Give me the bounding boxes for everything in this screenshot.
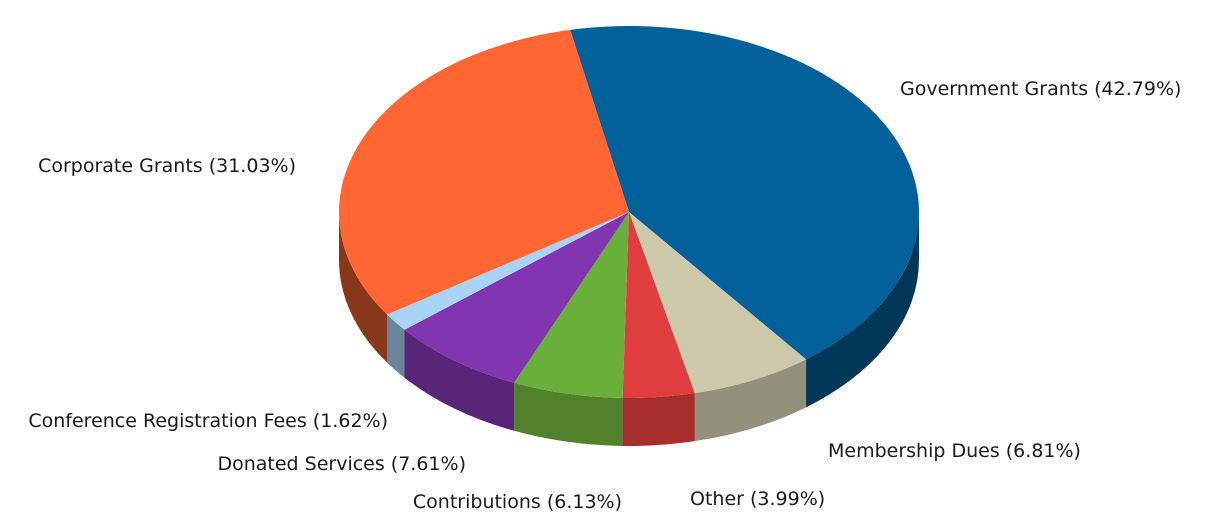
pie-side-membership-dues xyxy=(694,359,807,442)
pie-depth-layer xyxy=(339,212,919,446)
label-conference-registration-fees: Conference Registration Fees (1.62%) xyxy=(28,410,388,432)
pie-side-other xyxy=(622,393,695,446)
pie-side-conference-registration-fees xyxy=(386,314,405,378)
pie-side-contributions xyxy=(514,382,623,446)
pie-slice-donated-services xyxy=(404,212,629,383)
label-corporate-grants: Corporate Grants (31.03%) xyxy=(38,155,296,177)
pie-slice-conference-registration-fees xyxy=(386,212,629,330)
pie-slice-contributions xyxy=(514,212,629,398)
pie-side-corporate-grants xyxy=(339,212,387,363)
label-donated-services: Donated Services (7.61%) xyxy=(217,453,466,475)
label-membership-dues: Membership Dues (6.81%) xyxy=(828,440,1081,462)
pie-slice-government-grants xyxy=(570,26,919,360)
pie-slice-corporate-grants xyxy=(339,29,629,315)
pie-slice-other xyxy=(622,212,695,398)
pie-side-government-grants xyxy=(806,212,919,408)
pie-labels-layer: Government Grants (42.79%) Membership Du… xyxy=(28,78,1181,513)
label-contributions: Contributions (6.13%) xyxy=(413,491,622,513)
pie-side-donated-services xyxy=(404,329,515,431)
pie-top-layer xyxy=(339,26,919,398)
label-other: Other (3.99%) xyxy=(690,488,825,510)
label-government-grants: Government Grants (42.79%) xyxy=(900,78,1181,100)
pie-slice-membership-dues xyxy=(629,212,807,394)
